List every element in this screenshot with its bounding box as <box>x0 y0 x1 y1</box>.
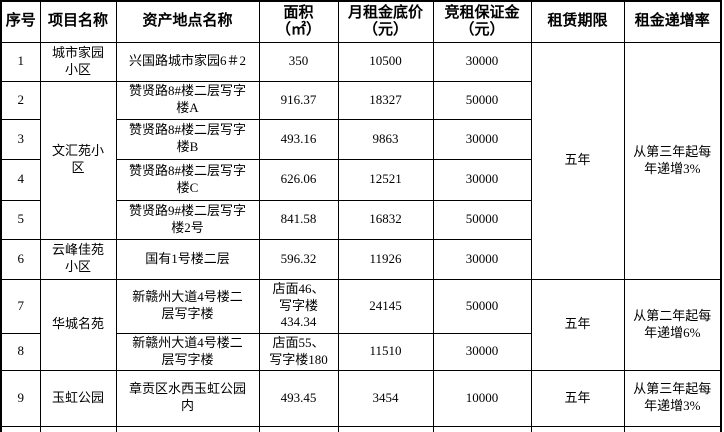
cell-rent: 11510 <box>337 332 434 371</box>
cell-seq: 3 <box>0 118 41 160</box>
table-row-cutoff <box>0 425 722 432</box>
cell-deposit: 30000 <box>432 41 532 82</box>
cell-location: 国有1号楼二层 <box>115 238 260 280</box>
cell-deposit: 30000 <box>432 332 532 371</box>
table-row: 9 玉虹公园 章贡区水西玉虹公园 内 493.45 3454 10000 五年 … <box>0 369 722 427</box>
cell-rent: 18327 <box>337 80 434 120</box>
cell-seq: 2 <box>0 80 41 120</box>
table-row: 4 赞贤路8#楼二层写字 楼C 626.06 12521 30000 <box>0 158 721 201</box>
cell-seq: 1 <box>0 41 41 82</box>
cell-project: 云峰佳苑 小区 <box>39 238 117 280</box>
header-term: 租赁期限 <box>530 0 625 43</box>
cell-location: 新赣州大道4号楼二 层写字楼 <box>115 278 260 334</box>
table-row: 7 华城名苑 新赣州大道4号楼二 层写字楼 店面46、 写字楼 434.34 2… <box>0 278 722 371</box>
cell-project: 玉虹公园 <box>39 369 117 427</box>
cell-deposit: 30000 <box>432 118 532 160</box>
cell-increase-group2: 从第二年起每 年递增6% <box>623 278 722 371</box>
cell-term-group1: 五年 <box>530 41 625 280</box>
cell-location: 新赣州大道4号楼二 层写字楼 <box>115 332 260 371</box>
cell-deposit: 10000 <box>432 369 532 427</box>
cell-increase-group1: 从第三年起每 年递增3% <box>623 41 722 280</box>
cell-area: 493.45 <box>258 369 339 427</box>
header-area: 面积 （㎡） <box>258 0 339 43</box>
cell-rent: 10500 <box>337 41 434 82</box>
cell-seq: 4 <box>0 158 41 201</box>
cell-project: 文汇苑小 区 <box>39 80 117 240</box>
cell-seq: 6 <box>0 238 41 280</box>
cell-rent: 11926 <box>337 238 434 280</box>
header-deposit: 竞租保证金 （元） <box>432 0 532 43</box>
cell-term: 五年 <box>530 369 625 427</box>
cell-rent: 24145 <box>337 278 434 334</box>
cell-area: 店面55、 写字楼180 <box>258 332 339 371</box>
cell-project: 华城名苑 <box>39 278 117 371</box>
header-row: 序号 项目名称 资产地点名称 面积 （㎡） 月租金底价 （元） 竞租保证金 （元… <box>0 0 722 43</box>
cell-area: 493.16 <box>258 118 339 160</box>
cell-rent: 9863 <box>337 118 434 160</box>
cell-location: 赞贤路9#楼二层写字 楼2号 <box>115 199 260 240</box>
cell-deposit: 30000 <box>432 158 532 201</box>
cell-location: 赞贤路8#楼二层写字 楼C <box>115 158 260 201</box>
cell-deposit: 50000 <box>432 199 532 240</box>
cell-rent: 16832 <box>337 199 434 240</box>
header-project: 项目名称 <box>39 0 117 43</box>
cell-seq: 9 <box>0 369 41 427</box>
cell-area: 596.32 <box>258 238 339 280</box>
header-location: 资产地点名称 <box>115 0 260 43</box>
cell-term-group2: 五年 <box>530 278 625 371</box>
cell-area: 916.37 <box>258 80 339 120</box>
cell-rent: 12521 <box>337 158 434 201</box>
cell-deposit: 30000 <box>432 238 532 280</box>
header-rent: 月租金底价 （元） <box>337 0 434 43</box>
cell-seq: 7 <box>0 278 41 334</box>
cell-location: 兴国路城市家园6＃2 <box>115 41 260 82</box>
header-seq: 序号 <box>0 0 41 43</box>
cell-increase: 从第三年起每 年递增3% <box>623 369 722 427</box>
cell-area: 841.58 <box>258 199 339 240</box>
cell-area: 626.06 <box>258 158 339 201</box>
cell-seq: 5 <box>0 199 41 240</box>
table-row: 1 城市家园 小区 兴国路城市家园6＃2 350 10500 30000 五年 … <box>0 41 722 280</box>
cell-location: 赞贤路8#楼二层写字 楼B <box>115 118 260 160</box>
header-increase: 租金递增率 <box>623 0 722 43</box>
cell-location: 赞贤路8#楼二层写字 楼A <box>115 80 260 120</box>
table-row: 5 赞贤路9#楼二层写字 楼2号 841.58 16832 50000 <box>0 199 721 240</box>
cell-deposit: 50000 <box>432 278 532 334</box>
cell-area: 店面46、 写字楼 434.34 <box>258 278 339 334</box>
cell-area: 350 <box>258 41 339 82</box>
cell-deposit: 50000 <box>432 80 532 120</box>
cell-location: 章贡区水西玉虹公园 内 <box>115 369 260 427</box>
cell-project: 城市家园 小区 <box>39 41 117 82</box>
cell-rent: 3454 <box>337 369 434 427</box>
cell-seq: 8 <box>0 332 41 371</box>
